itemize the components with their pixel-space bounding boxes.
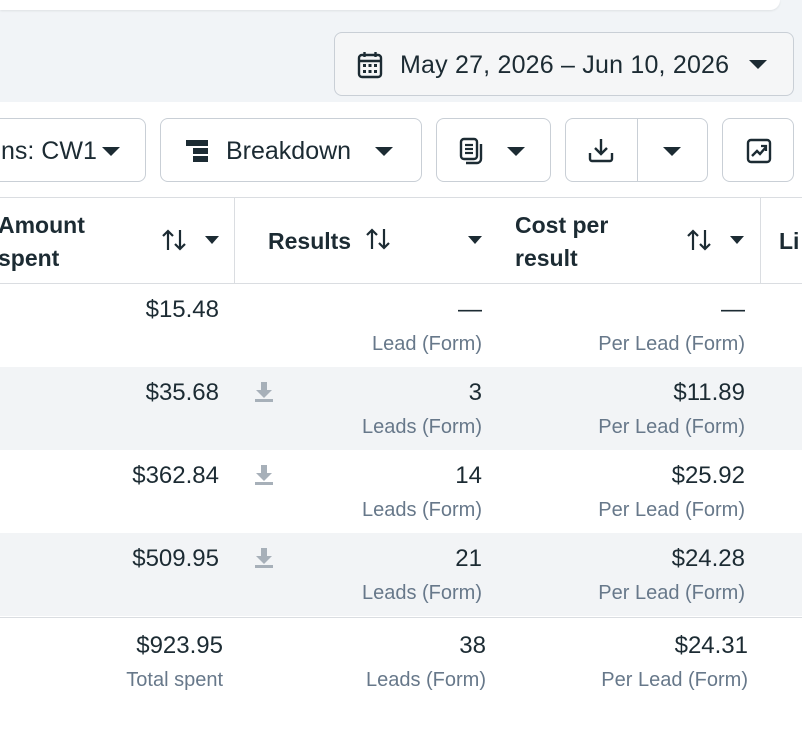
table-row[interactable]: $35.68 3 Leads (Form) $11.89 Per Lead (F… [0,367,802,450]
amount-spent-value: $15.48 [145,296,219,323]
download-icon[interactable] [254,547,274,569]
total-cost-type: Per Lead (Form) [601,669,748,691]
breakdown-icon [186,140,208,162]
sort-arrows-icon[interactable] [160,228,188,252]
results-value: — [458,296,482,323]
chevron-down-icon[interactable] [205,236,219,244]
chevron-down-icon [102,147,120,156]
download-icon[interactable] [254,381,274,403]
top-bar: May 27, 2026 – Jun 10, 2026 [0,0,802,102]
amount-spent-value: $35.68 [145,379,219,406]
column-divider [234,198,235,284]
results-type: Leads (Form) [361,582,482,604]
sort-arrows-icon[interactable] [364,227,392,251]
totals-row: $923.95 Total spent 38 Leads (Form) $24.… [0,617,802,717]
results-type: Leads (Form) [361,499,482,521]
results-type: Lead (Form) [371,333,482,355]
download-icon [588,139,614,163]
date-range-label: May 27, 2026 – Jun 10, 2026 [400,51,730,79]
chart-trend-icon [746,138,772,164]
results-type: Leads (Form) [361,416,482,438]
cost-per-result-value: $24.28 [671,545,745,572]
campaign-filter-dropdown[interactable]: ns: CW1 [0,118,146,182]
button-divider [637,119,638,181]
column-header-next[interactable]: Li [779,228,800,254]
chevron-down-icon[interactable] [730,236,744,244]
totals-divider [0,617,802,618]
breakdown-label: Breakdown [226,137,352,165]
total-results-type: Leads (Form) [365,669,486,691]
cost-per-result-type: Per Lead (Form) [598,582,745,604]
column-divider [760,198,761,284]
total-results: 38 [459,632,486,659]
charts-button[interactable] [722,118,794,182]
columns-button[interactable] [436,118,551,182]
chevron-down-icon [507,147,525,156]
search-panel-edge [0,0,780,10]
results-value: 21 [455,545,482,572]
chevron-down-icon[interactable] [468,236,482,244]
download-icon[interactable] [254,464,274,486]
sort-arrows-icon[interactable] [685,228,713,252]
cost-per-result-value: — [721,296,745,323]
date-range-picker[interactable]: May 27, 2026 – Jun 10, 2026 [334,32,794,96]
amount-spent-value: $362.84 [132,462,219,489]
export-button[interactable] [566,119,637,181]
cost-per-result-value: $11.89 [673,379,745,406]
results-value: 3 [468,379,482,406]
cost-per-result-type: Per Lead (Form) [598,333,745,355]
column-header-amount-spent[interactable]: Amount spent [0,209,85,275]
columns-icon [459,137,483,165]
calendar-icon [357,52,383,79]
total-amount-spent: $923.95 [136,632,223,659]
column-header-cost-line2: result [515,245,578,271]
export-button-group [565,118,708,182]
chevron-down-icon [663,147,681,156]
results-value: 14 [455,462,482,489]
breakdown-button[interactable]: Breakdown [160,118,422,182]
column-header-cost-line1: Cost per [515,212,609,238]
amount-spent-value: $509.95 [132,545,219,572]
column-header-results[interactable]: Results [268,228,352,254]
table-row[interactable]: $509.95 21 Leads (Form) $24.28 Per Lead … [0,533,802,616]
column-header-amount-line2: spent [0,245,60,271]
export-options-dropdown[interactable] [638,119,708,181]
table-row[interactable]: $362.84 14 Leads (Form) $25.92 Per Lead … [0,450,802,533]
table-toolbar: ns: CW1 Breakdown [0,102,802,198]
cost-per-result-type: Per Lead (Form) [598,499,745,521]
cost-per-result-type: Per Lead (Form) [598,416,745,438]
table-header: Amount spent Results Cost per result [0,198,802,284]
total-amount-label: Total spent [126,669,223,691]
table-row[interactable]: $15.48 — Lead (Form) — Per Lead (Form) [0,284,802,367]
campaign-filter-label: ns: CW1 [1,137,97,165]
column-header-amount-line1: Amount [0,212,85,238]
chevron-down-icon [749,60,767,69]
column-header-cost-per-result[interactable]: Cost per result [515,209,608,275]
chevron-down-icon [375,147,393,156]
cost-per-result-value: $25.92 [671,462,745,489]
total-cost-per-result: $24.31 [674,632,748,659]
